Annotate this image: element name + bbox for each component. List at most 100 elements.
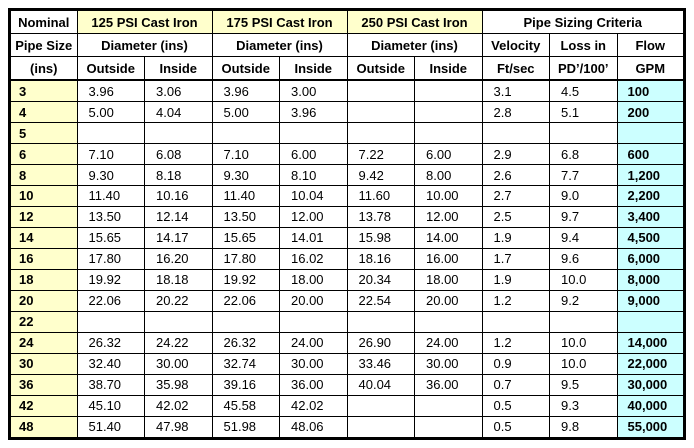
cell-nominal-size: 3 bbox=[9, 79, 78, 103]
cell-value bbox=[414, 122, 483, 145]
cell-flow-gpm: 600 bbox=[616, 143, 685, 166]
cell-value: 16.00 bbox=[414, 247, 483, 270]
cell-nominal-size: 36 bbox=[9, 373, 78, 396]
cell-value: 33.46 bbox=[346, 352, 415, 375]
cell-value: 12.14 bbox=[144, 205, 213, 228]
cell-value: 42.02 bbox=[279, 394, 348, 417]
cell-nominal-size: 20 bbox=[9, 289, 78, 312]
header-row-1: Nominal 125 PSI Cast Iron 175 PSI Cast I… bbox=[9, 9, 685, 34]
cell-value: 1.2 bbox=[481, 331, 550, 354]
cell-value: 1.7 bbox=[481, 247, 550, 270]
cell-nominal-size: 4 bbox=[9, 101, 78, 124]
cell-value: 9.3 bbox=[549, 394, 618, 417]
cell-value bbox=[144, 122, 213, 145]
cell-value: 36.00 bbox=[414, 373, 483, 396]
cell-value: 3.00 bbox=[279, 79, 348, 103]
cell-value bbox=[346, 415, 415, 440]
cell-value bbox=[414, 101, 483, 124]
cell-value: 22.54 bbox=[346, 289, 415, 312]
cell-value: 13.78 bbox=[346, 205, 415, 228]
cell-value: 11.60 bbox=[346, 185, 415, 207]
header-group-175psi: 175 PSI Cast Iron bbox=[211, 9, 348, 34]
header-row-2: Pipe Size Diameter (ins) Diameter (ins) … bbox=[9, 33, 685, 57]
table-row: 18 19.92 18.18 19.92 18.00 20.34 18.00 1.9 10.0 8… bbox=[9, 268, 685, 291]
cell-value bbox=[346, 394, 415, 417]
cell-value: 4.5 bbox=[549, 79, 618, 103]
cell-value bbox=[346, 79, 415, 103]
cell-value: 22.06 bbox=[211, 289, 280, 312]
cell-value bbox=[414, 79, 483, 103]
cell-value: 10.0 bbox=[549, 268, 618, 291]
cell-value: 6.08 bbox=[144, 143, 213, 166]
cell-value: 0.5 bbox=[481, 415, 550, 440]
cell-nominal-size: 24 bbox=[9, 331, 78, 354]
cell-value bbox=[76, 122, 145, 145]
cell-value: 3.96 bbox=[279, 101, 348, 124]
table-row: 22 bbox=[9, 310, 685, 333]
header-outside-250: Outside bbox=[346, 56, 415, 81]
cell-value: 45.58 bbox=[211, 394, 280, 417]
pipe-sizing-table: Nominal 125 PSI Cast Iron 175 PSI Cast I… bbox=[8, 8, 686, 440]
cell-value: 11.40 bbox=[211, 185, 280, 207]
cell-value: 10.04 bbox=[279, 185, 348, 207]
header-pd100: PD’/100’ bbox=[549, 56, 618, 81]
cell-value: 24.00 bbox=[279, 331, 348, 354]
cell-value: 6.00 bbox=[279, 143, 348, 166]
cell-value: 17.80 bbox=[211, 247, 280, 270]
cell-value: 45.10 bbox=[76, 394, 145, 417]
cell-value: 7.10 bbox=[211, 143, 280, 166]
cell-value: 2.9 bbox=[481, 143, 550, 166]
cell-value: 40.04 bbox=[346, 373, 415, 396]
cell-value: 12.00 bbox=[414, 205, 483, 228]
cell-value bbox=[414, 415, 483, 440]
cell-nominal-size: 5 bbox=[9, 122, 78, 145]
cell-value: 20.00 bbox=[414, 289, 483, 312]
cell-value bbox=[414, 394, 483, 417]
table-row: 8 9.30 8.18 9.30 8.10 9.42 8.00 2.6 7.7 1,200 bbox=[9, 164, 685, 186]
header-nominal: Nominal bbox=[9, 9, 78, 34]
header-pipe-size: Pipe Size bbox=[9, 33, 78, 57]
cell-value bbox=[481, 310, 550, 333]
cell-nominal-size: 14 bbox=[9, 226, 78, 249]
table-row: 6 7.10 6.08 7.10 6.00 7.22 6.00 2.9 6.8 600 bbox=[9, 143, 685, 166]
cell-nominal-size: 30 bbox=[9, 352, 78, 375]
cell-nominal-size: 8 bbox=[9, 164, 78, 186]
cell-value: 6.8 bbox=[549, 143, 618, 166]
cell-value: 20.22 bbox=[144, 289, 213, 312]
header-velocity: Velocity bbox=[481, 33, 550, 57]
header-group-250psi: 250 PSI Cast Iron bbox=[346, 9, 483, 34]
cell-value: 18.16 bbox=[346, 247, 415, 270]
cell-value: 1.2 bbox=[481, 289, 550, 312]
cell-value: 0.7 bbox=[481, 373, 550, 396]
cell-value: 16.20 bbox=[144, 247, 213, 270]
cell-value: 47.98 bbox=[144, 415, 213, 440]
cell-value: 10.0 bbox=[549, 331, 618, 354]
header-ftsec: Ft/sec bbox=[481, 56, 550, 81]
cell-value: 1.9 bbox=[481, 268, 550, 291]
cell-flow-gpm: 4,500 bbox=[616, 226, 685, 249]
header-row-3: (ins) Outside Inside Outside Inside Outs… bbox=[9, 56, 685, 81]
cell-value: 2.6 bbox=[481, 164, 550, 186]
cell-value bbox=[279, 310, 348, 333]
cell-value: 38.70 bbox=[76, 373, 145, 396]
cell-value: 0.9 bbox=[481, 352, 550, 375]
cell-value: 26.90 bbox=[346, 331, 415, 354]
cell-value: 13.50 bbox=[76, 205, 145, 228]
table-row: 42 45.10 42.02 45.58 42.02 0.5 9.3 40,000 bbox=[9, 394, 685, 417]
cell-flow-gpm: 100 bbox=[616, 79, 685, 103]
cell-value: 42.02 bbox=[144, 394, 213, 417]
cell-value: 10.16 bbox=[144, 185, 213, 207]
cell-value bbox=[144, 310, 213, 333]
table-row: 5 bbox=[9, 122, 685, 145]
cell-value: 22.06 bbox=[76, 289, 145, 312]
cell-value bbox=[279, 122, 348, 145]
cell-flow-gpm: 6,000 bbox=[616, 247, 685, 270]
cell-value: 15.65 bbox=[76, 226, 145, 249]
pipe-sizing-table-container: Nominal 125 PSI Cast Iron 175 PSI Cast I… bbox=[8, 8, 686, 440]
cell-flow-gpm: 200 bbox=[616, 101, 685, 124]
cell-value: 26.32 bbox=[211, 331, 280, 354]
table-row: 12 13.50 12.14 13.50 12.00 13.78 12.00 2.5 9.7 3,… bbox=[9, 205, 685, 228]
header-inside-175: Inside bbox=[279, 56, 348, 81]
cell-value: 3.1 bbox=[481, 79, 550, 103]
cell-flow-gpm: 2,200 bbox=[616, 185, 685, 207]
